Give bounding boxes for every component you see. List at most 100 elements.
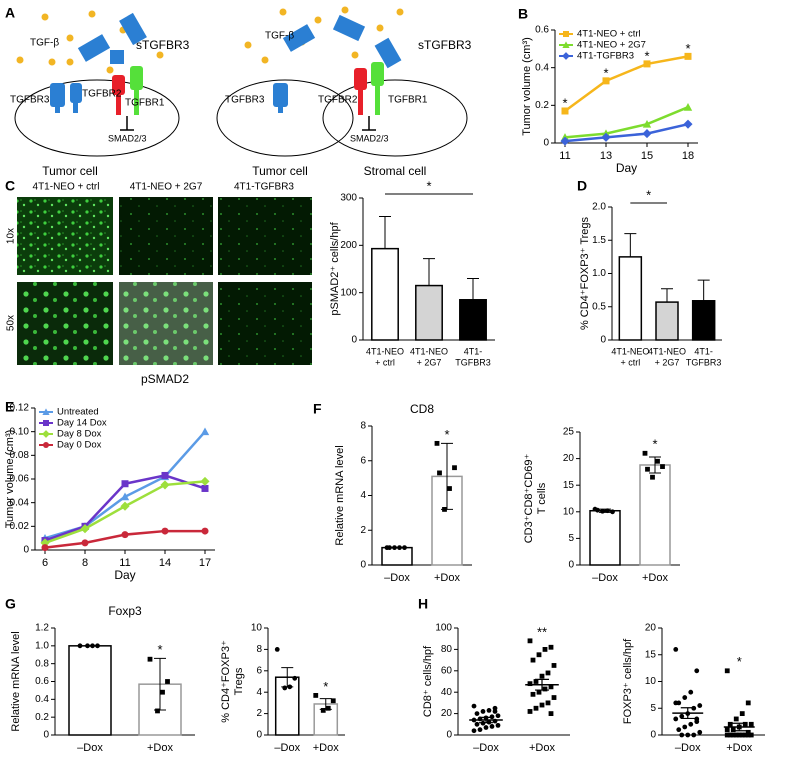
bar: [371, 247, 399, 341]
x-tick-label: 4T1-NEO: [648, 346, 686, 356]
error-bar: [661, 288, 673, 303]
bar: [639, 464, 671, 566]
significance: *: [737, 654, 742, 669]
data-point: [545, 670, 551, 676]
significance: *: [157, 642, 162, 657]
data-point: [748, 732, 754, 738]
error-bar: [379, 215, 391, 249]
data-point: [673, 716, 679, 722]
data-point: [477, 727, 483, 733]
data-point: [542, 686, 548, 692]
data-point: [527, 638, 533, 644]
data-point: [733, 716, 739, 722]
label: TGFBR1: [388, 95, 428, 106]
y-tick-label: 80: [441, 644, 453, 655]
data-point: [325, 705, 331, 711]
data-point: [492, 718, 498, 724]
data-point: [736, 732, 742, 738]
data-point: [474, 721, 480, 727]
y-axis-label: Relative mRNA level: [10, 631, 22, 731]
significance: *: [652, 437, 657, 452]
y-tick-label: 1.0: [35, 640, 49, 651]
data-point: [679, 713, 685, 719]
point: [200, 427, 210, 436]
data-point: [474, 711, 480, 716]
data-point: [742, 732, 748, 738]
data-point: [600, 508, 605, 514]
label: sTGFBR3: [136, 38, 190, 52]
bar: [459, 299, 487, 341]
point: [160, 480, 170, 490]
data-point: [437, 470, 442, 476]
data-point: [551, 663, 557, 668]
data-point: [727, 721, 733, 727]
y-tick-label: 1.2: [35, 623, 49, 634]
data-point: [480, 720, 486, 726]
y-axis-label: CD8⁺ cells/hpf: [422, 645, 434, 717]
y-axis-label: % CD4⁺FOXP3⁺: [220, 640, 232, 723]
y-tick-label: 0: [600, 335, 606, 346]
legend-label: 4T1-NEO + 2G7: [577, 40, 646, 51]
bar: [381, 546, 413, 566]
data-point: [313, 693, 319, 698]
x-tick-label: +Dox: [726, 742, 752, 754]
point: [200, 476, 210, 486]
error-bar: [599, 508, 611, 513]
panel-letter: G: [5, 596, 16, 612]
panel-letter: E: [5, 399, 14, 415]
y-tick-label: 20: [441, 708, 453, 719]
chart-title: Foxp3: [108, 604, 142, 618]
y-tick-label: 0: [43, 730, 49, 741]
data-point: [397, 545, 402, 551]
x-tick-label: 4T1-NEO: [410, 346, 448, 356]
series-line: [564, 106, 689, 139]
point: [121, 531, 129, 539]
x-tick-label: + 2G7: [417, 357, 442, 367]
data-point: [274, 647, 280, 652]
bar: [618, 256, 643, 341]
x-tick-label: –Dox: [675, 742, 701, 754]
data-point: [688, 689, 694, 695]
data-point: [330, 698, 336, 704]
data-point: [739, 732, 745, 738]
error-bar: [441, 442, 453, 510]
data-point: [533, 705, 539, 711]
y-tick-label: 0.08: [10, 450, 30, 461]
cells: [14, 79, 468, 157]
y-tick-label: 0: [360, 560, 366, 571]
point: [161, 471, 169, 479]
x-tick-label: TGFBR3: [686, 357, 722, 367]
point: [201, 527, 209, 535]
label: SMAD2/3: [108, 133, 147, 143]
label: TGFBR3: [10, 95, 50, 106]
data-point: [739, 711, 745, 716]
data-point: [486, 719, 492, 725]
error-bar: [281, 667, 294, 688]
y-tick-label: 200: [340, 240, 357, 251]
y-axis-label: CD3⁺CD8⁺CD69⁺: [523, 454, 535, 544]
error-bar: [467, 277, 479, 300]
y-axis-label: Relative mRNA level: [334, 445, 346, 545]
row-label: 50x: [6, 315, 17, 331]
data-point: [287, 684, 293, 690]
x-tick-label: +Dox: [529, 742, 555, 754]
data-point: [495, 713, 501, 719]
data-point: [495, 722, 501, 728]
x-tick-label: +Dox: [642, 572, 668, 584]
y-tick-label: 0: [650, 730, 656, 741]
data-point: [155, 708, 160, 714]
data-point: [480, 709, 486, 714]
x-tick-label: 15: [641, 150, 653, 162]
data-point: [742, 721, 748, 727]
data-point: [530, 691, 536, 697]
error-bar: [649, 456, 661, 474]
y-tick-label: 6: [256, 665, 262, 676]
y-tick-label: 0: [568, 560, 574, 571]
significance: *: [323, 679, 328, 694]
panel-letter: F: [313, 401, 322, 417]
error-bar: [319, 698, 332, 710]
series-line: [564, 122, 689, 143]
y-tick-label: 40: [441, 687, 453, 698]
label: TGFBR2: [82, 89, 122, 100]
